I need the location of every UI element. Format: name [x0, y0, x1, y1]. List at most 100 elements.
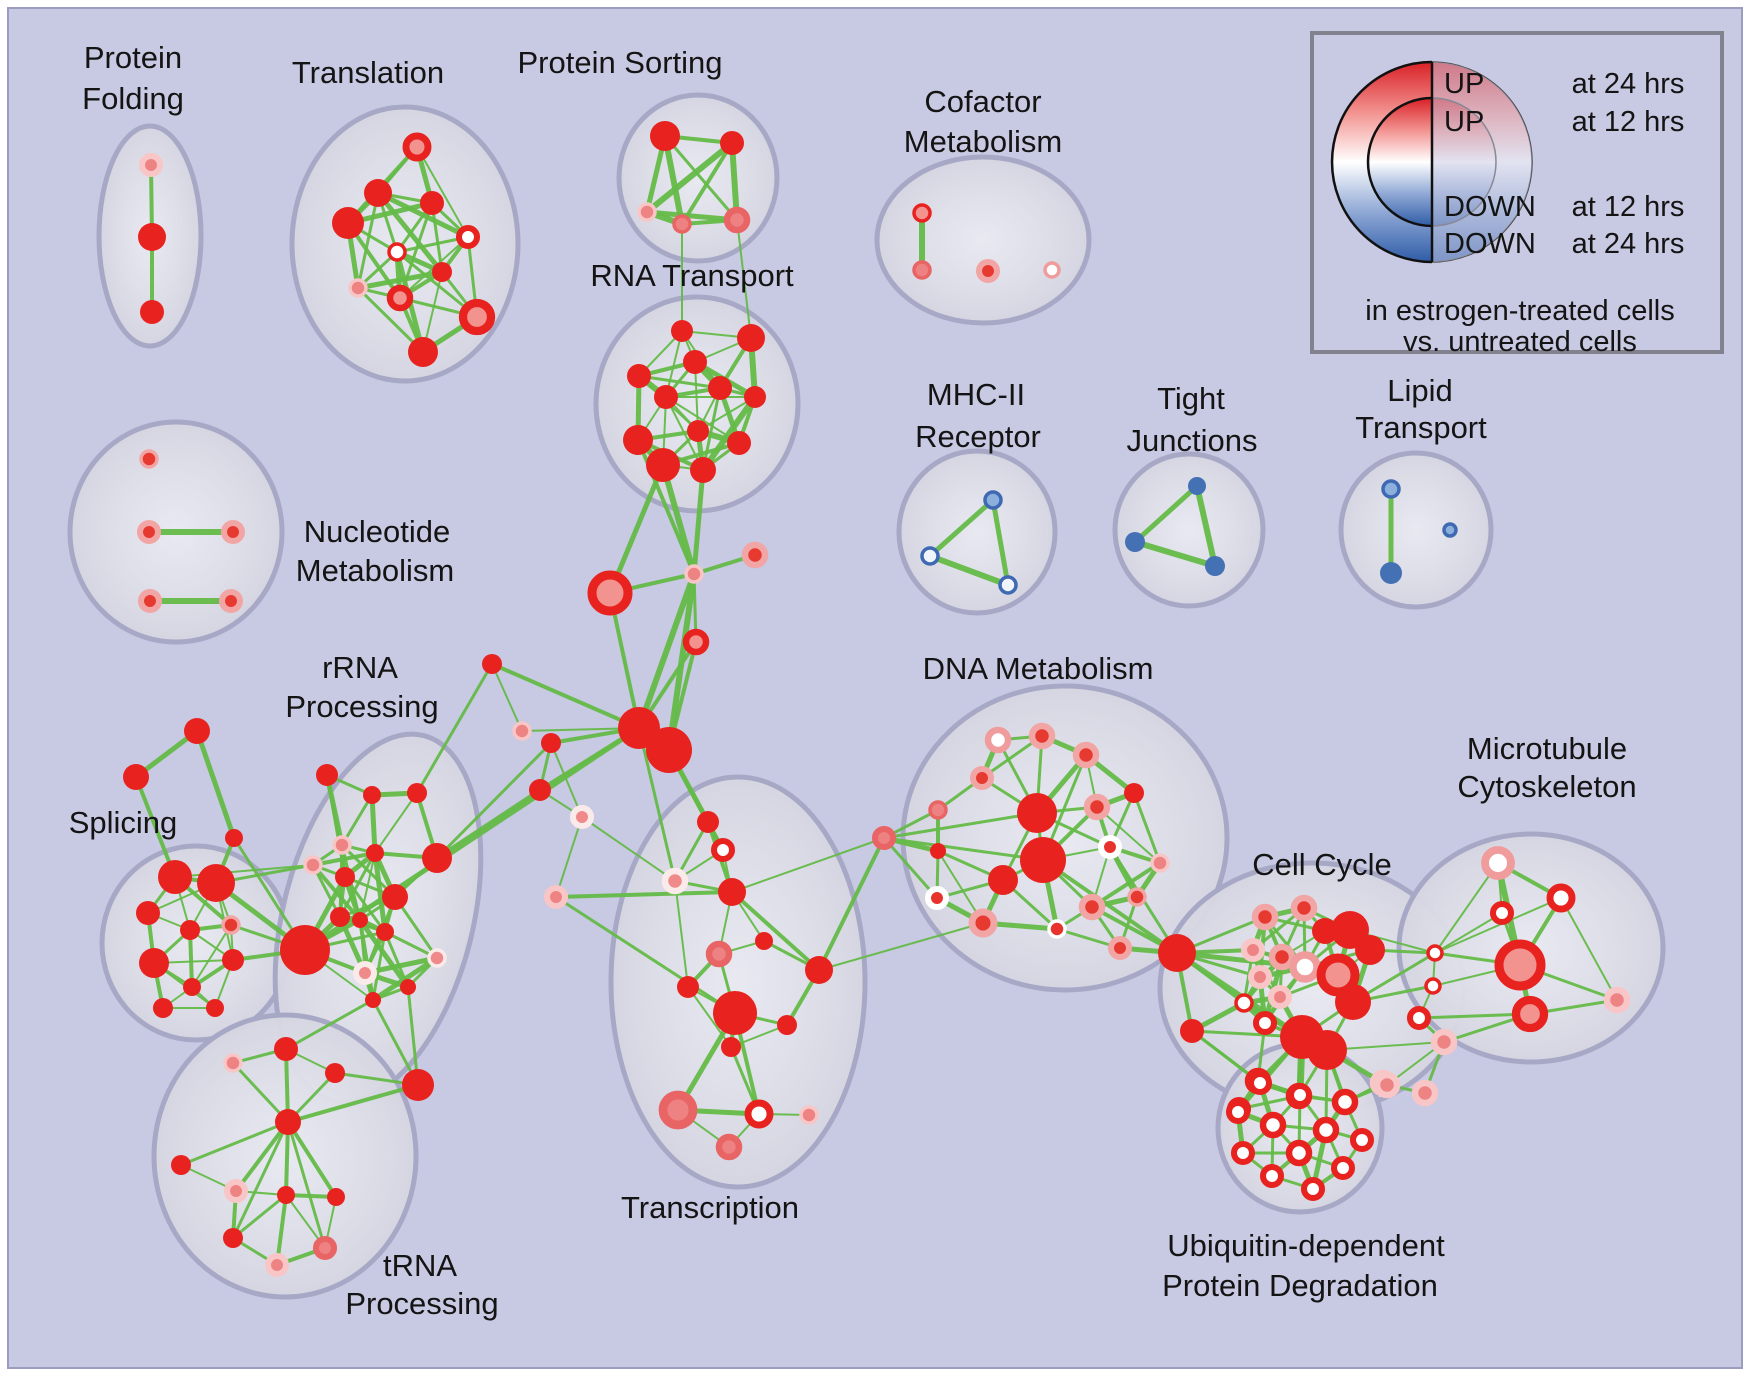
- gene-node-transcription-1[interactable]: [710, 837, 736, 863]
- gene-node-connector-hubs-1[interactable]: [684, 564, 704, 584]
- gene-node-splicing-triangle-0[interactable]: [184, 718, 210, 744]
- gene-node-translation-8[interactable]: [386, 284, 414, 312]
- gene-node-ubiquitin-degradation-2[interactable]: [1331, 1088, 1359, 1116]
- gene-node-rrna-processing-12[interactable]: [280, 925, 330, 975]
- gene-node-microtubule-cytoskeleton-3[interactable]: [1494, 939, 1546, 991]
- gene-node-dna-metabolism-15[interactable]: [1047, 919, 1067, 939]
- gene-node-dna-metabolism-2[interactable]: [1072, 741, 1100, 769]
- gene-node-splicing-6[interactable]: [222, 949, 244, 971]
- gene-node-transcription-4[interactable]: [718, 878, 746, 906]
- gene-node-rna-transport-6[interactable]: [744, 386, 766, 408]
- gene-node-trna-processing-10[interactable]: [264, 1252, 290, 1278]
- gene-node-rrna-processing-0[interactable]: [316, 764, 338, 786]
- gene-node-dna-metabolism-8[interactable]: [1020, 837, 1066, 883]
- gene-node-protein-sorting-2[interactable]: [637, 202, 657, 222]
- gene-node-cell-cycle-7[interactable]: [1240, 937, 1266, 963]
- gene-node-dna-metabolism-0[interactable]: [984, 726, 1012, 754]
- gene-node-connector-hubs-9[interactable]: [482, 654, 502, 674]
- gene-node-translation-9[interactable]: [458, 298, 496, 336]
- gene-node-cell-cycle-15[interactable]: [1252, 1010, 1278, 1036]
- gene-node-splicing-9[interactable]: [206, 999, 224, 1017]
- gene-node-transcription-7[interactable]: [677, 976, 699, 998]
- gene-node-rna-transport-0[interactable]: [671, 320, 693, 342]
- gene-node-translation-10[interactable]: [408, 337, 438, 367]
- gene-node-rna-transport-9[interactable]: [727, 431, 751, 455]
- gene-node-rna-transport-1[interactable]: [737, 324, 765, 352]
- gene-node-connector-hubs-6[interactable]: [541, 733, 561, 753]
- gene-node-microtubule-cytoskeleton-7[interactable]: [1424, 977, 1442, 995]
- gene-node-microtubule-cytoskeleton-5[interactable]: [1603, 986, 1631, 1014]
- gene-node-splicing-1[interactable]: [197, 864, 235, 902]
- gene-node-tight-junctions-0[interactable]: [1188, 477, 1206, 495]
- gene-node-rrna-processing-13[interactable]: [427, 948, 447, 968]
- gene-node-translation-4[interactable]: [455, 224, 481, 250]
- gene-node-tight-junctions-2[interactable]: [1205, 556, 1225, 576]
- gene-node-microtubule-cytoskeleton-1[interactable]: [1546, 883, 1576, 913]
- gene-node-rrna-processing-5[interactable]: [335, 867, 355, 887]
- gene-node-connector-hubs-3[interactable]: [682, 628, 710, 656]
- gene-node-dna-metabolism-6[interactable]: [930, 843, 946, 859]
- gene-node-cell-cycle-11[interactable]: [1335, 984, 1371, 1020]
- gene-node-cell-cycle-12[interactable]: [1247, 964, 1273, 990]
- gene-node-ubiquitin-degradation-5[interactable]: [1312, 1116, 1340, 1144]
- gene-node-protein-sorting-4[interactable]: [723, 206, 751, 234]
- gene-node-dna-metabolism-10[interactable]: [1083, 793, 1111, 821]
- gene-node-cofactor-metabolism-0[interactable]: [912, 203, 932, 223]
- gene-node-splicing-3[interactable]: [180, 920, 200, 940]
- gene-node-cell-cycle-17[interactable]: [1307, 1030, 1347, 1070]
- gene-node-rrna-processing-11[interactable]: [376, 923, 394, 941]
- gene-node-protein-folding-0[interactable]: [138, 152, 164, 178]
- gene-node-rna-transport-7[interactable]: [687, 420, 709, 442]
- gene-node-transcription-6[interactable]: [705, 940, 733, 968]
- gene-node-nucleotide-metabolism-0[interactable]: [139, 449, 159, 469]
- gene-node-microtubule-cytoskeleton-6[interactable]: [1426, 944, 1444, 962]
- gene-node-dna-metabolism-16[interactable]: [1078, 893, 1106, 921]
- gene-node-protein-folding-1[interactable]: [138, 223, 166, 251]
- gene-node-connector-hubs-5[interactable]: [646, 727, 692, 773]
- gene-node-rrna-processing-8[interactable]: [422, 843, 452, 873]
- gene-node-translation-6[interactable]: [432, 262, 452, 282]
- gene-node-nucleotide-metabolism-3[interactable]: [137, 588, 163, 614]
- gene-node-transcription-12[interactable]: [658, 1090, 698, 1130]
- gene-node-tight-junctions-1[interactable]: [1125, 532, 1145, 552]
- gene-node-cell-cycle-10[interactable]: [1316, 953, 1360, 997]
- gene-node-splicing-7[interactable]: [183, 978, 201, 996]
- gene-node-splicing-triangle-2[interactable]: [225, 829, 243, 847]
- gene-node-connector-hubs-0[interactable]: [587, 570, 633, 616]
- gene-node-dna-metabolism-4[interactable]: [928, 800, 948, 820]
- gene-node-dna-metabolism-5[interactable]: [871, 825, 897, 851]
- gene-node-cell-cycle-0[interactable]: [1158, 934, 1196, 972]
- gene-node-microtubule-cytoskeleton-9[interactable]: [1430, 1028, 1458, 1056]
- gene-node-dna-metabolism-1[interactable]: [1028, 722, 1056, 750]
- gene-node-splicing-4[interactable]: [221, 915, 241, 935]
- gene-node-rna-transport-5[interactable]: [654, 385, 678, 409]
- gene-node-connector-hubs-8[interactable]: [569, 804, 595, 830]
- gene-node-translation-0[interactable]: [402, 132, 432, 162]
- gene-node-trna-processing-1[interactable]: [274, 1037, 298, 1061]
- gene-node-ubiquitin-degradation-8[interactable]: [1285, 1139, 1313, 1167]
- gene-node-transcription-10[interactable]: [777, 1015, 797, 1035]
- gene-node-ubiquitin-degradation-0[interactable]: [1247, 1070, 1273, 1096]
- gene-node-ubiquitin-degradation-3[interactable]: [1225, 1099, 1251, 1125]
- gene-node-translation-1[interactable]: [364, 179, 392, 207]
- gene-node-transcription-11[interactable]: [721, 1037, 741, 1057]
- gene-node-rna-transport-8[interactable]: [623, 425, 653, 455]
- gene-node-trna-processing-8[interactable]: [223, 1228, 243, 1248]
- gene-node-mhc-ii-receptor-2[interactable]: [998, 575, 1018, 595]
- gene-node-transcription-13[interactable]: [744, 1099, 774, 1129]
- gene-node-trna-processing-9[interactable]: [312, 1235, 338, 1261]
- gene-node-splicing-0[interactable]: [158, 860, 192, 894]
- gene-node-cofactor-metabolism-1[interactable]: [912, 260, 932, 280]
- gene-node-rna-transport-4[interactable]: [708, 376, 732, 400]
- gene-node-ubiquitin-degradation-10[interactable]: [1259, 1163, 1285, 1189]
- gene-node-ubiquitin-degradation-6[interactable]: [1349, 1127, 1375, 1153]
- gene-node-transcription-8[interactable]: [713, 991, 757, 1035]
- gene-node-mhc-ii-receptor-1[interactable]: [920, 546, 940, 566]
- gene-node-rrna-processing-16[interactable]: [365, 992, 381, 1008]
- gene-node-trna-processing-4[interactable]: [171, 1155, 191, 1175]
- gene-node-dna-metabolism-18[interactable]: [1150, 853, 1170, 873]
- gene-node-splicing-triangle-1[interactable]: [123, 764, 149, 790]
- gene-node-trna-processing-3[interactable]: [275, 1109, 301, 1135]
- gene-node-rrna-processing-7[interactable]: [382, 884, 408, 910]
- gene-node-transcription-9[interactable]: [805, 956, 833, 984]
